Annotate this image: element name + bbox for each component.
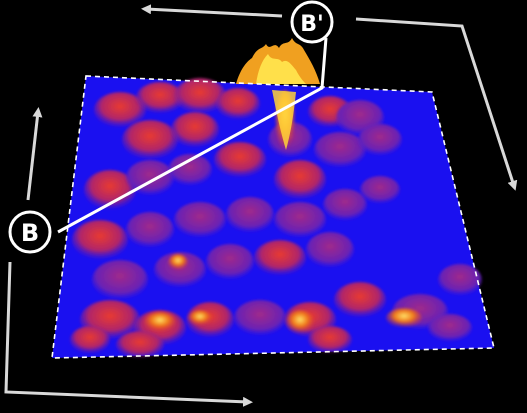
heat-bump	[428, 314, 472, 342]
hot-spot	[386, 308, 422, 328]
heat-bump	[84, 170, 136, 210]
hot-spot	[168, 254, 188, 270]
heat-bump	[358, 124, 402, 156]
marker-b: B	[8, 210, 52, 254]
heat-bumps	[70, 78, 482, 359]
heat-bump	[174, 78, 226, 114]
heat-bump	[214, 142, 266, 178]
marker-b-label: B	[21, 219, 39, 247]
arrow-left-up	[26, 107, 43, 201]
hot-spot	[188, 310, 212, 326]
axis-arrows	[4, 4, 518, 407]
surface-plate-border	[51, 75, 496, 359]
heat-bump	[308, 326, 352, 354]
peak-highlight	[256, 54, 306, 84]
marker-b-prime-circle	[290, 0, 334, 44]
hot-spot	[286, 310, 314, 334]
heat-bump	[334, 282, 386, 318]
heat-bump	[360, 176, 400, 204]
heat-bump	[72, 220, 128, 260]
arrow-top-right	[355, 17, 518, 191]
heat-bump	[306, 232, 354, 268]
heat-bump	[323, 189, 367, 221]
heat-bump	[94, 92, 146, 128]
arrow-top-left	[141, 4, 283, 18]
heat-bump	[174, 202, 226, 238]
marker-b-prime: B'	[290, 0, 334, 44]
hot-spot	[144, 312, 176, 332]
heat-bump	[171, 112, 219, 148]
marker-b-circle	[8, 210, 52, 254]
heat-bump	[136, 82, 184, 114]
heat-bump	[168, 154, 212, 186]
heat-bump	[216, 88, 260, 120]
heat-bump	[234, 300, 286, 336]
heat-bump	[70, 326, 110, 354]
heat-bump	[314, 132, 366, 168]
heat-bump	[92, 260, 148, 300]
heat-bump	[274, 202, 326, 238]
heat-bump	[274, 160, 326, 200]
heat-bump	[122, 120, 178, 160]
heat-bump	[116, 331, 164, 359]
heat-bump	[126, 212, 174, 248]
arrow-bottom	[4, 261, 253, 407]
marker-b-prime-label: B'	[300, 12, 324, 37]
heat-bump	[254, 240, 306, 276]
cross-section-line	[57, 37, 328, 234]
heat-bump	[154, 252, 206, 288]
heat-bump	[226, 197, 274, 233]
heat-bump	[438, 264, 482, 296]
heat-bump	[206, 244, 254, 280]
